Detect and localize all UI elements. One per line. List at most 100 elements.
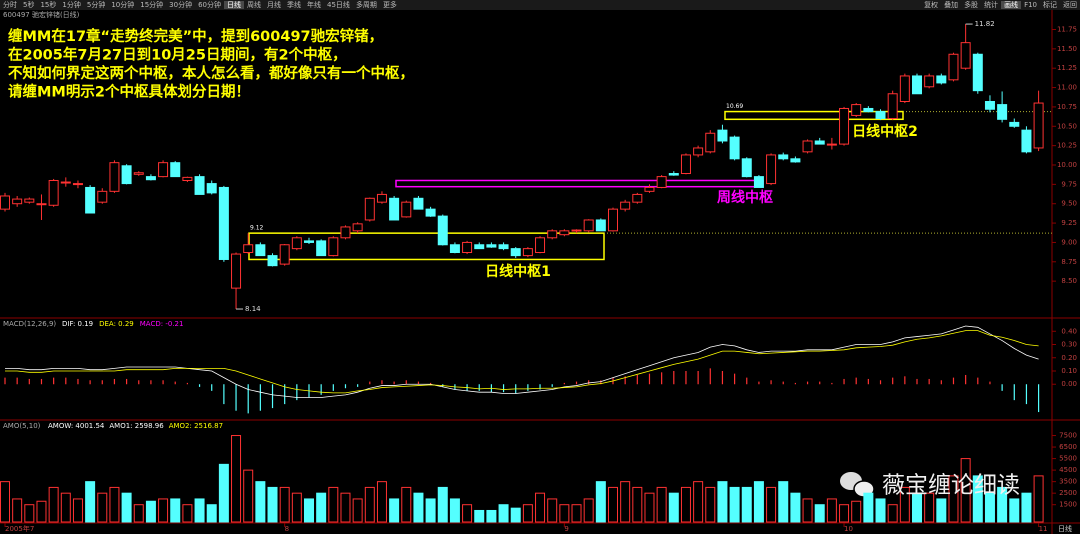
volume-bar [437, 486, 448, 523]
period-tab[interactable]: 10分钟 [111, 1, 135, 9]
legend-entry: AMOW: 4001.54 [48, 422, 105, 430]
period-tab[interactable]: 15秒 [40, 1, 57, 9]
candle-body [656, 176, 667, 188]
period-tab[interactable]: 多周期 [355, 1, 377, 9]
zone-label: 日线中枢2 [852, 123, 918, 140]
candle-body [255, 244, 266, 257]
extreme-label: 8.14 [245, 305, 261, 313]
volume-bar [486, 509, 497, 523]
period-tab[interactable]: 更多 [382, 1, 397, 9]
period-tab[interactable]: 30分钟 [169, 1, 193, 9]
y-tick-label: 11.75 [1057, 25, 1077, 33]
y-tick-label: 5500 [1059, 455, 1077, 463]
volume-bar [376, 481, 387, 523]
period-tabs: 分时 5秒 15秒 1分钟 5分钟 10分钟 15分钟 30分钟 60分钟 日线 周线 月线 季线 年线 4… [0, 0, 400, 10]
y-tick-label: 7500 [1059, 432, 1077, 440]
macd-line [5, 330, 1039, 394]
volume-bar [1009, 498, 1020, 523]
candle-body [899, 75, 910, 103]
x-tick-label: 11 [1039, 525, 1048, 533]
tool-button[interactable]: 统计 [984, 1, 999, 9]
macd-bar [709, 368, 711, 385]
candle-body [778, 154, 789, 160]
macd-bar [405, 380, 407, 385]
period-tab[interactable]: 5分钟 [86, 1, 106, 9]
volume-bar [316, 492, 327, 523]
volume-bar [449, 498, 460, 523]
tool-button[interactable]: F10 [1024, 1, 1037, 9]
tool-button[interactable]: 标记 [1043, 1, 1057, 9]
macd-bar [879, 380, 882, 385]
macd-bar [271, 384, 274, 409]
period-tab[interactable]: 年线 [307, 1, 322, 9]
zone-box [395, 179, 764, 188]
candle-body [425, 208, 436, 217]
macd-bar [332, 384, 334, 391]
period-tab[interactable]: 季线 [287, 1, 302, 9]
volume-bar [279, 486, 290, 523]
candle-body [972, 53, 983, 92]
macd-bar [588, 380, 590, 385]
period-tab[interactable]: 15分钟 [140, 1, 164, 9]
volume-bar [814, 504, 825, 523]
volume-bar [997, 486, 1008, 523]
macd-bar [843, 378, 845, 385]
candle-body [48, 179, 59, 206]
candle-body [948, 53, 959, 81]
period-tab[interactable]: 日线 [224, 1, 245, 9]
period-tab[interactable]: 月线 [267, 1, 282, 9]
annotation-line: 在2005年7月27日到10月25日期间，有2个中枢， [8, 46, 347, 64]
macd-bar [734, 373, 736, 385]
period-tab[interactable]: 周线 [247, 1, 262, 9]
candle-body [158, 162, 169, 178]
y-tick-label: 6500 [1059, 443, 1077, 451]
macd-bar [417, 381, 420, 385]
volume-bar [291, 492, 302, 523]
tool-button[interactable]: 叠加 [944, 1, 959, 9]
volume-bar [851, 500, 862, 523]
tool-button[interactable]: 复权 [924, 1, 939, 9]
volume-bar [498, 504, 509, 523]
macd-bar [296, 384, 298, 401]
volume-bar [304, 498, 314, 523]
tool-button[interactable]: 画线 [1001, 1, 1022, 9]
tool-button[interactable]: 返回 [1063, 1, 1077, 9]
period-tab[interactable]: 1分钟 [62, 1, 81, 9]
candle-body [437, 215, 448, 246]
volume-bar [948, 475, 959, 523]
candle-body [535, 237, 546, 254]
volume-bar [717, 481, 728, 523]
y-tick-label: 0.10 [1061, 367, 1077, 375]
volume-bar [1033, 475, 1044, 523]
candle-body [85, 186, 96, 214]
volume-bar [766, 486, 777, 523]
candle-body [486, 244, 497, 248]
volume-bar [231, 435, 242, 523]
period-tab[interactable]: 60分钟 [198, 1, 222, 9]
period-tab[interactable]: 45日线 [327, 1, 350, 9]
period-tab[interactable]: 5秒 [23, 1, 35, 9]
volume-bar [595, 481, 606, 523]
volume-bar [474, 509, 485, 523]
volume-bar [571, 504, 582, 523]
macd-bar [624, 376, 626, 385]
candle-body [510, 248, 521, 257]
candle-body [814, 140, 825, 145]
macd-bar [563, 382, 565, 385]
macd-bar [344, 384, 347, 389]
y-tick-label: 11.50 [1057, 45, 1077, 53]
candle-body [291, 237, 302, 250]
macd-bar [746, 377, 748, 385]
candle-body [559, 230, 570, 236]
period-tab[interactable]: 分时 [3, 1, 17, 9]
candle-body [693, 147, 704, 156]
tool-button[interactable]: 多股 [964, 1, 979, 9]
volume-bar [693, 481, 704, 523]
chart-title: 600497 驰宏锌锗(日线) [3, 10, 80, 19]
macd-bar [782, 381, 784, 385]
candle-body [875, 111, 886, 120]
volume-bar [644, 492, 655, 523]
y-tick-label: 10.75 [1057, 103, 1077, 111]
candle-body [376, 193, 387, 203]
